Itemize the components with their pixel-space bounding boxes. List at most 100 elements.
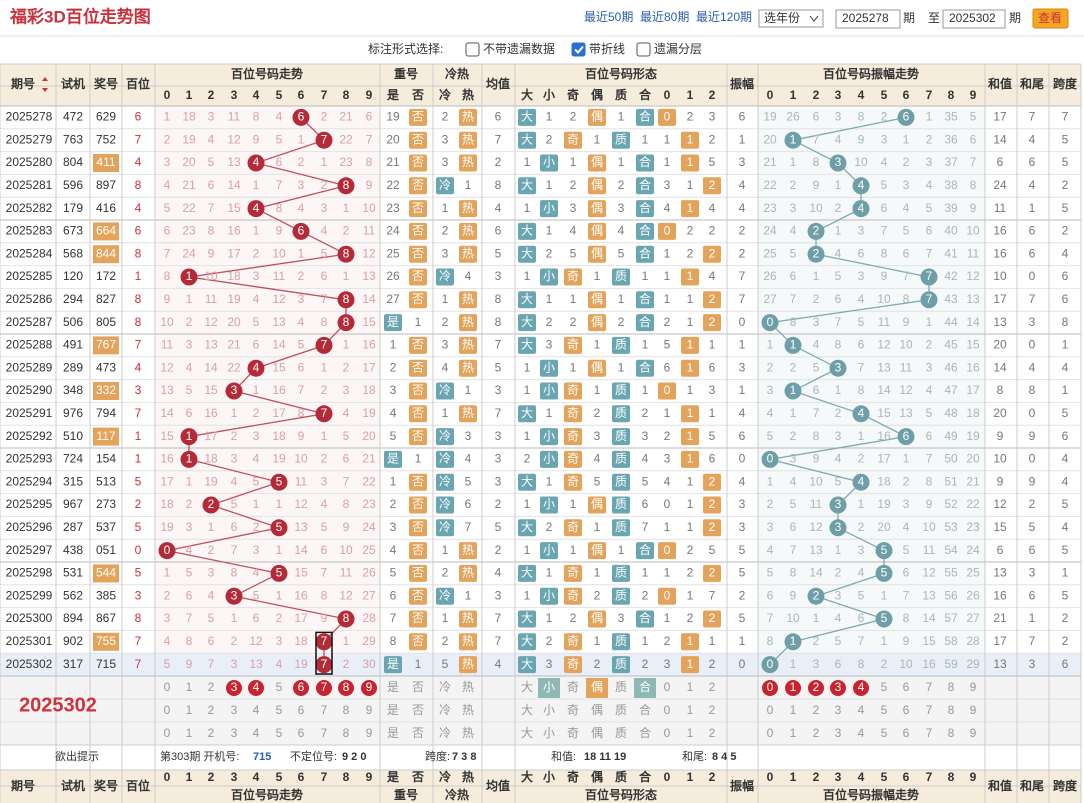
select-opt[interactable]: 热: [462, 726, 474, 740]
select-digit[interactable]: 1: [186, 703, 193, 717]
select-digit[interactable]: 4: [858, 680, 865, 694]
select-ball[interactable]: [853, 680, 869, 696]
select-digit[interactable]: 1: [790, 726, 797, 740]
select-digit[interactable]: 5: [276, 703, 283, 717]
select-opt[interactable]: 冷: [439, 726, 451, 740]
select-opt[interactable]: 否: [412, 680, 424, 694]
select-digit[interactable]: 3: [835, 703, 842, 717]
year-select[interactable]: 选年份: [758, 9, 824, 28]
select-digit[interactable]: 1: [186, 680, 193, 694]
select-digit[interactable]: 0: [164, 680, 171, 694]
select-digit[interactable]: 3: [231, 726, 238, 740]
select-digit[interactable]: 2: [813, 726, 820, 740]
select-opt[interactable]: 大: [521, 726, 533, 740]
select-digit[interactable]: 1: [790, 703, 797, 717]
select-digit[interactable]: 5: [881, 726, 888, 740]
select-digit[interactable]: 1: [186, 726, 193, 740]
select-opt[interactable]: 奇: [567, 703, 579, 717]
select-digit[interactable]: 8: [948, 680, 955, 694]
select-opt[interactable]: 偶: [591, 726, 603, 740]
select-digit[interactable]: 0: [164, 726, 171, 740]
select-digit[interactable]: 6: [903, 680, 910, 694]
select-ball[interactable]: [338, 680, 354, 696]
select-ball[interactable]: [316, 680, 332, 696]
select-digit[interactable]: 7: [926, 680, 933, 694]
select-opt[interactable]: 2: [709, 726, 716, 740]
select-digit[interactable]: 0: [164, 703, 171, 717]
select-box[interactable]: [586, 678, 608, 698]
select-opt[interactable]: 大: [521, 680, 533, 694]
select-opt[interactable]: 偶: [591, 703, 603, 717]
from-input[interactable]: [835, 9, 901, 29]
view-button-text[interactable]: 查看: [1038, 11, 1062, 25]
select-digit[interactable]: 7: [926, 726, 933, 740]
select-digit[interactable]: 8: [343, 726, 350, 740]
select-opt[interactable]: 偶: [591, 680, 603, 694]
select-opt[interactable]: 热: [462, 680, 474, 694]
select-digit[interactable]: 3: [231, 703, 238, 717]
select-opt[interactable]: 热: [462, 703, 474, 717]
select-opt[interactable]: 0: [664, 680, 671, 694]
select-digit[interactable]: 9: [970, 726, 977, 740]
link[interactable]: 最近80期: [640, 10, 689, 24]
select-digit[interactable]: 8: [948, 703, 955, 717]
select-digit[interactable]: 5: [276, 680, 283, 694]
select-opt[interactable]: 2: [709, 680, 716, 694]
select-opt[interactable]: 合: [639, 725, 651, 740]
select-digit[interactable]: 7: [926, 703, 933, 717]
select-digit[interactable]: 6: [298, 680, 305, 694]
select-digit[interactable]: 5: [881, 680, 888, 694]
select-digit[interactable]: 1: [790, 680, 797, 694]
select-opt[interactable]: 是: [387, 680, 399, 694]
select-digit[interactable]: 4: [253, 680, 260, 694]
option-text[interactable]: 不带遗漏数据: [483, 41, 555, 56]
select-opt[interactable]: 质: [615, 703, 627, 717]
select-ball[interactable]: [762, 680, 778, 696]
link[interactable]: 最近120期: [696, 10, 752, 24]
select-opt[interactable]: 合: [639, 679, 651, 694]
checkbox[interactable]: [465, 42, 480, 57]
select-opt[interactable]: 否: [412, 703, 424, 717]
select-opt[interactable]: 小: [543, 703, 555, 717]
select-digit[interactable]: 6: [903, 726, 910, 740]
select-digit[interactable]: 0: [767, 703, 774, 717]
from-value[interactable]: 2025278: [842, 11, 889, 25]
select-text[interactable]: 选年份: [764, 11, 800, 25]
checkbox[interactable]: [571, 42, 586, 57]
link[interactable]: 最近50期: [584, 10, 633, 24]
select-digit[interactable]: 2: [208, 726, 215, 740]
to-value[interactable]: 2025302: [949, 11, 996, 25]
option-text[interactable]: 遗漏分层: [654, 42, 702, 56]
view-button[interactable]: [1032, 8, 1069, 29]
select-digit[interactable]: 8: [948, 726, 955, 740]
select-ball[interactable]: [808, 680, 824, 696]
select-box[interactable]: [758, 9, 824, 28]
select-opt[interactable]: 1: [687, 703, 694, 717]
select-opt[interactable]: 小: [543, 726, 555, 740]
select-digit[interactable]: 4: [253, 726, 260, 740]
select-digit[interactable]: 7: [321, 726, 328, 740]
select-digit[interactable]: 0: [767, 726, 774, 740]
select-digit[interactable]: 9: [366, 726, 373, 740]
select-digit[interactable]: 5: [276, 726, 283, 740]
select-digit[interactable]: 5: [881, 703, 888, 717]
select-ball[interactable]: [293, 680, 309, 696]
select-digit[interactable]: 2: [813, 703, 820, 717]
select-digit[interactable]: 4: [858, 703, 865, 717]
select-ball[interactable]: [248, 680, 264, 696]
select-opt[interactable]: 否: [412, 726, 424, 740]
select-opt[interactable]: 1: [687, 680, 694, 694]
select-digit[interactable]: 2: [813, 680, 820, 694]
select-opt[interactable]: 大: [521, 703, 533, 717]
select-digit[interactable]: 4: [858, 726, 865, 740]
select-digit[interactable]: 9: [366, 680, 373, 694]
select-digit[interactable]: 4: [253, 703, 260, 717]
select-digit[interactable]: 9: [366, 703, 373, 717]
option-text[interactable]: 带折线: [589, 41, 625, 56]
select-ball[interactable]: [785, 680, 801, 696]
select-digit[interactable]: 6: [298, 703, 305, 717]
select-ball[interactable]: [830, 680, 846, 696]
select-opt[interactable]: 质: [615, 726, 627, 740]
select-digit[interactable]: 8: [343, 680, 350, 694]
select-box[interactable]: [538, 678, 560, 698]
